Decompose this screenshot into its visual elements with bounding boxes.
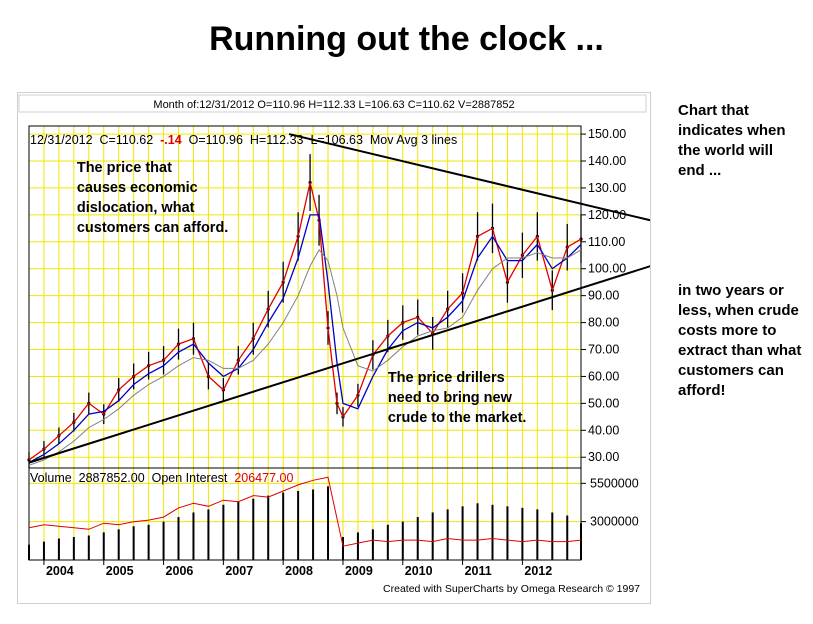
price-tick-label: 70.00 — [588, 343, 619, 357]
label-rest: O=110.96 H=112.33 L=106.63 Mov Avg 3 lin… — [189, 133, 458, 147]
side-note-top: Chart that indicates when the world will… — [678, 102, 786, 179]
moving-average-3 — [28, 249, 582, 466]
price-tick-label: 40.00 — [588, 423, 619, 437]
price-tick-label: 90.00 — [588, 289, 619, 303]
year-label: 2009 — [345, 564, 373, 578]
resistance-trendline — [288, 133, 650, 222]
year-label: 2012 — [524, 564, 552, 578]
axis-layer: 30.00 40.00 50.00 60.00 70.00 80.00 90.00 100.0… — [43, 127, 639, 578]
volume-tick-label: 5500000 — [590, 476, 639, 490]
chart-footer: Created with SuperCharts by Omega Resear… — [383, 583, 640, 595]
open-interest-line — [28, 476, 582, 547]
price-tick-label: 100.00 — [588, 262, 626, 276]
grid-layer — [28, 126, 581, 560]
price-tick-label: 150.00 — [588, 127, 626, 141]
price-tick-label: 130.00 — [588, 181, 626, 195]
price-panel-label: 12/31/2012 C=110.62 -.14 O=110.96 H=112.… — [30, 133, 457, 147]
price-tick-label: 80.00 — [588, 316, 619, 330]
label-close: C=110.62 — [100, 133, 154, 147]
price-tick-label: 140.00 — [588, 154, 626, 168]
label-oi: 206477.00 — [234, 471, 293, 485]
chart-svg: Month of:12/31/2012 O=110.96 H=112.33 L=… — [18, 93, 650, 603]
year-label: 2008 — [285, 564, 313, 578]
price-tick-label: 120.00 — [588, 208, 626, 222]
price-layer — [27, 154, 583, 468]
price-tick-label: 50.00 — [588, 396, 619, 410]
chart-header: Month of:12/31/2012 O=110.96 H=112.33 L=… — [153, 99, 514, 111]
moving-average-1 — [28, 182, 582, 461]
trend-layer — [28, 133, 650, 464]
volume-layer — [28, 476, 582, 560]
price-tick-label: 60.00 — [588, 369, 619, 383]
year-label: 2006 — [166, 564, 194, 578]
year-label: 2010 — [405, 564, 433, 578]
label-volume: Volume 2887852.00 Open Interest — [30, 471, 228, 485]
label-date: 12/31/2012 — [30, 133, 93, 147]
price-tick-label: 30.00 — [588, 450, 619, 464]
support-trendline — [28, 265, 650, 464]
volume-panel-label: Volume 2887852.00 Open Interest 206477.0… — [30, 471, 293, 485]
side-note-bottom: in two years or less, when crude costs m… — [678, 282, 802, 399]
label-change: -.14 — [160, 133, 182, 147]
year-label: 2007 — [225, 564, 253, 578]
slide-title: Running out the clock ... — [209, 20, 604, 58]
year-label: 2011 — [465, 564, 492, 578]
chart-annotation: The price that causes economic dislocation… — [77, 160, 229, 236]
volume-tick-label: 3000000 — [590, 515, 639, 529]
moving-average-2 — [28, 214, 582, 464]
price-tick-label: 110.00 — [588, 235, 625, 249]
chart-annotation: The price drillers need to bring new crude… — [388, 370, 527, 426]
year-label: 2004 — [46, 564, 74, 578]
annotation-layer: The price that causes economic dislocation… — [77, 160, 527, 426]
chart-frame: Month of:12/31/2012 O=110.96 H=112.33 L=… — [17, 92, 651, 604]
year-label: 2005 — [106, 564, 134, 578]
